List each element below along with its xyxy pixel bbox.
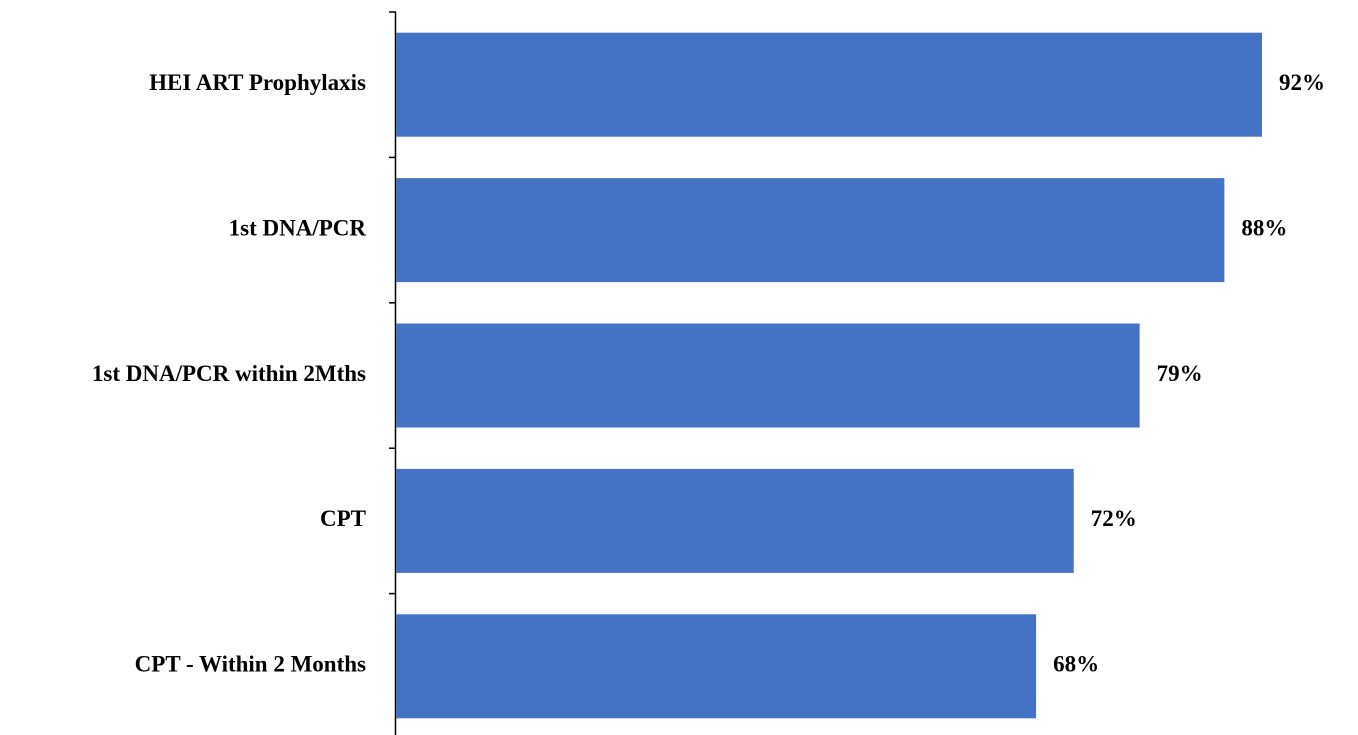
category-label: CPT - Within 2 Months — [135, 652, 366, 677]
category-label: 1st DNA/PCR within 2Mths — [92, 361, 366, 386]
data-label: 88% — [1241, 215, 1287, 240]
category-label: 1st DNA/PCR — [229, 215, 367, 240]
category-label: HEI ART Prophylaxis — [149, 70, 366, 95]
data-label: 72% — [1091, 506, 1137, 531]
bar — [396, 468, 1074, 573]
category-label: CPT — [320, 506, 366, 531]
data-label: 68% — [1053, 652, 1099, 677]
bar-series — [396, 32, 1262, 719]
bar — [396, 32, 1262, 137]
category-axis-ticks — [389, 11, 396, 595]
category-labels: HEI ART Prophylaxis 1st DNA/PCR 1st DNA/PC… — [92, 70, 366, 677]
bar — [396, 178, 1225, 283]
data-labels: 92% 88% 79% 72% 68% — [1053, 70, 1325, 677]
data-label: 92% — [1279, 70, 1325, 95]
data-label: 79% — [1157, 361, 1203, 386]
bar — [396, 614, 1037, 719]
bar — [396, 323, 1140, 428]
